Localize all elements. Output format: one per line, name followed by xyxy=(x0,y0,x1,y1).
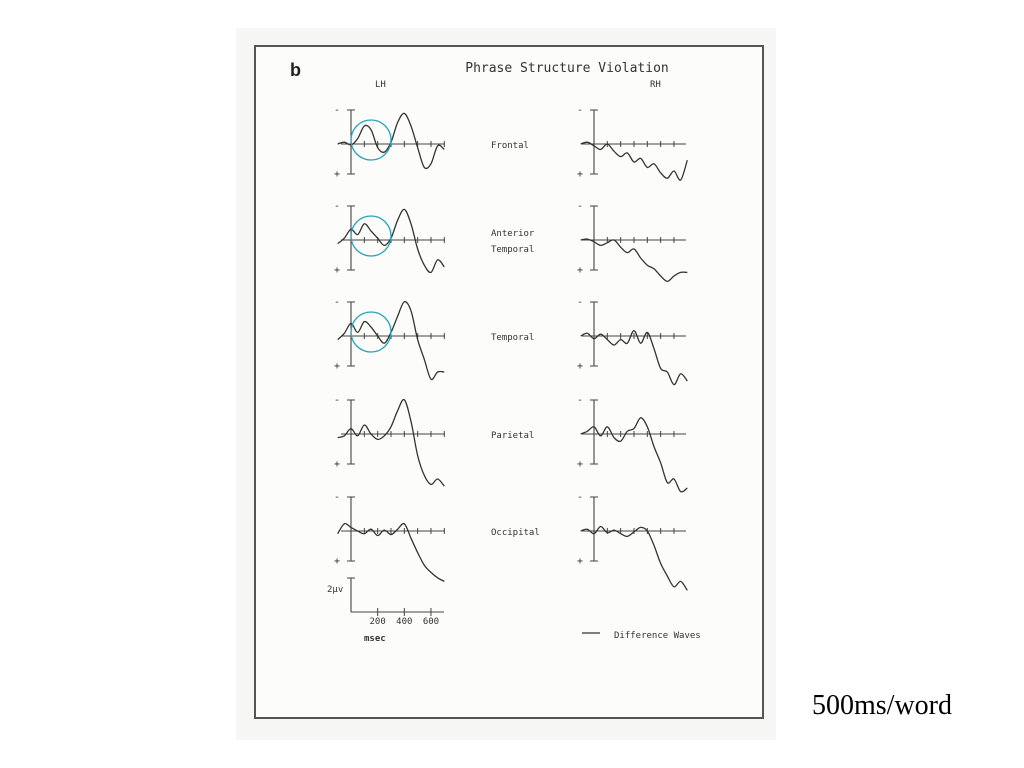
erp-trace-rh-temporal xyxy=(580,329,688,386)
polarity-positive-label: + xyxy=(334,361,340,372)
rh-panel-parietal: -+ xyxy=(577,395,688,493)
figure-frame xyxy=(254,45,764,719)
polarity-negative-label: - xyxy=(577,297,583,308)
rh-panel-frontal: -+ xyxy=(577,105,688,181)
polarity-negative-label: - xyxy=(577,492,583,503)
region-label: Frontal xyxy=(491,141,529,151)
row-occipital: -+-+Occipital xyxy=(334,492,688,591)
polarity-negative-label: - xyxy=(334,395,340,406)
polarity-positive-label: + xyxy=(577,361,583,372)
scale-time-tick-label: 600 xyxy=(423,617,439,627)
region-label: Temporal xyxy=(491,245,534,255)
rh-header: RH xyxy=(650,80,661,90)
legend-label: Difference Waves xyxy=(614,631,701,641)
region-label: Occipital xyxy=(491,528,540,538)
erp-trace-rh-anterior-temporal xyxy=(580,238,688,283)
polarity-positive-label: + xyxy=(577,265,583,276)
highlight-circle xyxy=(350,311,392,353)
polarity-negative-label: - xyxy=(577,395,583,406)
erp-trace-lh-parietal xyxy=(337,398,445,487)
rh-panel-temporal: -+ xyxy=(577,297,688,386)
lh-panel-parietal: -+ xyxy=(334,395,445,487)
region-label: Parietal xyxy=(491,431,534,441)
polarity-negative-label: - xyxy=(577,201,583,212)
scale-bar: 2µv 200 400 600 msec xyxy=(327,577,444,644)
polarity-negative-label: - xyxy=(334,492,340,503)
polarity-negative-label: - xyxy=(334,201,340,212)
panel-letter: b xyxy=(290,60,301,80)
rh-panel-occipital: -+ xyxy=(577,492,688,591)
polarity-positive-label: + xyxy=(577,556,583,567)
polarity-negative-label: - xyxy=(334,297,340,308)
slide-caption: 500ms/word xyxy=(812,690,952,721)
lh-panel-occipital: -+ xyxy=(334,492,445,582)
scale-time-tick-label: 200 xyxy=(370,617,386,627)
erp-trace-rh-occipital xyxy=(580,525,688,591)
erp-rows: -+-+Frontal-+-+AnteriorTemporal-+-+Tempo… xyxy=(334,105,688,591)
highlight-circle xyxy=(350,215,392,257)
polarity-negative-label: - xyxy=(577,105,583,116)
polarity-negative-label: - xyxy=(334,105,340,116)
row-parietal: -+-+Parietal xyxy=(334,395,688,493)
scale-time-tick-label: 400 xyxy=(396,617,412,627)
figure-title: Phrase Structure Violation xyxy=(465,61,669,76)
row-temporal: -+-+Temporal xyxy=(334,297,688,386)
highlight-circle xyxy=(350,119,392,161)
polarity-positive-label: + xyxy=(577,169,583,180)
rh-panel-anterior-temporal: -+ xyxy=(577,201,688,283)
polarity-positive-label: + xyxy=(334,265,340,276)
polarity-positive-label: + xyxy=(577,459,583,470)
scale-amplitude-label: 2µv xyxy=(327,585,343,595)
polarity-positive-label: + xyxy=(334,169,340,180)
region-label: Anterior xyxy=(491,229,535,239)
erp-trace-rh-frontal xyxy=(580,141,688,181)
polarity-positive-label: + xyxy=(334,459,340,470)
scale-time-unit: msec xyxy=(364,634,386,644)
polarity-positive-label: + xyxy=(334,556,340,567)
erp-trace-lh-occipital xyxy=(337,522,445,582)
erp-trace-rh-parietal xyxy=(580,417,688,493)
legend: Difference Waves xyxy=(582,631,701,641)
lh-header: LH xyxy=(375,80,386,90)
region-label: Temporal xyxy=(491,333,534,343)
row-frontal: -+-+Frontal xyxy=(334,105,688,181)
